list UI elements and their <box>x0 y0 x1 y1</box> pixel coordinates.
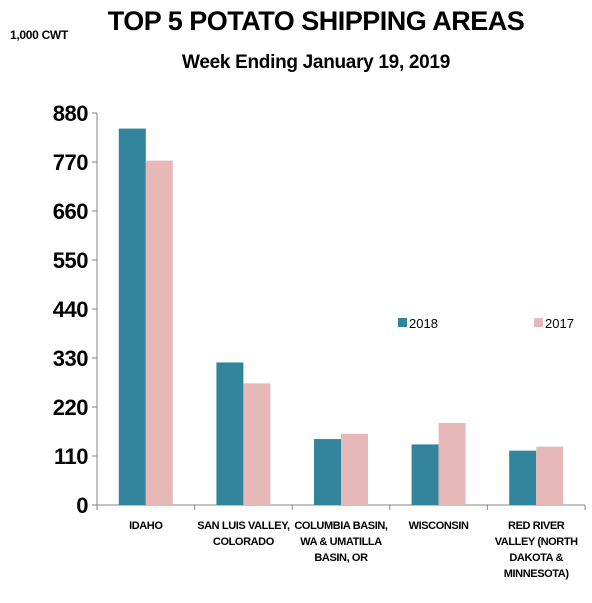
y-tick-label: 660 <box>53 199 88 224</box>
x-tick-label: WISCONSIN <box>409 520 469 532</box>
x-tick-label-line: IDAHO <box>129 520 163 532</box>
legend-label-2018: 2018 <box>409 316 438 331</box>
x-tick-label-line: RED RIVER <box>508 520 565 532</box>
y-tick-label: 770 <box>53 150 88 175</box>
y-tick-label: 330 <box>53 346 88 371</box>
x-tick-label-line: WA & UMATILLA <box>300 536 382 548</box>
y-tick-label: 0 <box>76 493 88 518</box>
y-tick-label: 440 <box>53 297 88 322</box>
bar-2018 <box>509 450 537 505</box>
x-tick-label-line: BASIN, OR <box>314 552 368 564</box>
x-tick-label-line: SAN LUIS VALLEY, <box>197 520 290 532</box>
x-tick-label-line: WISCONSIN <box>409 520 469 532</box>
bar-2018 <box>314 439 341 505</box>
x-tick-label-line: DAKOTA & <box>509 552 563 564</box>
x-tick-label-line: COLUMBIA BASIN, <box>294 520 388 532</box>
x-tick-label-line: COLORADO <box>213 536 275 548</box>
y-unit-label: 1,000 CWT <box>10 28 68 42</box>
x-tick-label: SAN LUIS VALLEY, COLORADO <box>197 520 290 548</box>
bar-2018 <box>118 128 146 505</box>
legend-swatch-2017 <box>534 318 543 327</box>
y-tick-label: 880 <box>53 101 88 126</box>
bar-2017 <box>145 160 173 505</box>
legend-label-2017: 2017 <box>545 316 574 331</box>
chart-subtitle: Week Ending January 19, 2019 <box>182 52 450 73</box>
bar-2018 <box>411 444 439 505</box>
bar-2017 <box>438 423 466 505</box>
x-tick-label-line: MINNESOTA) <box>504 568 570 580</box>
x-tick-label-line: VALLEY (NORTH <box>495 536 578 548</box>
x-tick-label: RED RIVER VALLEY (NORTH DAKOTA & MINNESOTA) <box>495 520 578 580</box>
bar-2017 <box>341 433 368 505</box>
x-tick-label: IDAHO <box>129 520 163 532</box>
bar-2018 <box>216 362 244 505</box>
y-tick-label: 110 <box>54 444 88 469</box>
legend-swatch-2018 <box>398 318 407 327</box>
x-tick-label: COLUMBIA BASIN, WA & UMATILLA BASIN, OR <box>294 520 388 564</box>
y-tick-label: 550 <box>53 248 88 273</box>
bar-2017 <box>536 446 564 505</box>
chart-title: TOP 5 POTATO SHIPPING AREAS <box>107 6 525 36</box>
bar-2017 <box>243 383 271 505</box>
y-tick-label: 220 <box>53 395 88 420</box>
